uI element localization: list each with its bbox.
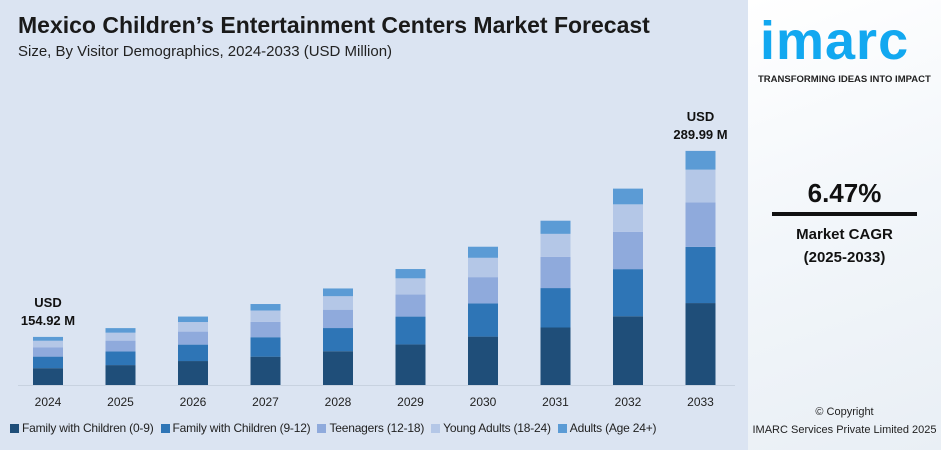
bar-segment	[178, 344, 208, 362]
data-label: 154.92 M	[21, 313, 75, 328]
bar-segment	[613, 231, 643, 270]
bar-segment	[178, 316, 208, 323]
x-tick-label: 2030	[470, 395, 497, 409]
legend-label: Family with Children (9-12)	[172, 421, 311, 435]
x-tick-label: 2024	[35, 395, 62, 409]
x-tick-label: 2033	[687, 395, 714, 409]
bar-segment	[468, 336, 498, 385]
bar-segment	[250, 321, 281, 338]
legend-swatch	[557, 423, 567, 433]
bar-segment	[613, 269, 643, 317]
bar-segment	[323, 288, 353, 297]
bar-segment	[323, 328, 353, 352]
bar-segment	[685, 303, 716, 385]
x-tick-label: 2032	[615, 395, 642, 409]
bar-segment	[250, 356, 281, 385]
bar-segment	[468, 246, 498, 258]
legend-item: Young Adults (18-24)	[431, 421, 551, 435]
legend-label: Young Adults (18-24)	[443, 421, 551, 435]
bar-segment	[468, 257, 498, 278]
legend-item: Teenagers (12-18)	[317, 421, 424, 435]
bar-segment	[178, 361, 208, 385]
bar-chart: 2024 2025 2026 2027 2028 2029 2030 2031 2032 2033…	[18, 109, 735, 409]
legend-label: Family with Children (0-9)	[22, 421, 154, 435]
bar-segment	[685, 202, 716, 247]
bar-segment	[685, 246, 716, 304]
chart-area: Mexico Children’s Entertainment Centers …	[10, 12, 735, 435]
bar-segment	[250, 337, 281, 357]
bar-segment	[395, 278, 426, 295]
bar-segment	[33, 340, 63, 348]
bar-segment	[105, 332, 136, 341]
bar-segment	[685, 150, 716, 170]
bar-segment	[613, 188, 643, 205]
cagr-label: Market CAGR	[796, 226, 893, 243]
cagr-value: 6.47%	[807, 178, 882, 208]
cagr-period: (2025-2033)	[803, 249, 886, 266]
bar-segment	[685, 169, 716, 203]
bar-segment	[33, 356, 63, 369]
bar-segment	[540, 327, 571, 385]
chart-subtitle: Size, By Visitor Demographics, 2024-2033…	[18, 43, 393, 60]
bar-segment	[395, 269, 426, 279]
bar-segment	[105, 340, 136, 352]
x-tick-label: 2029	[397, 395, 424, 409]
bar-segment	[105, 328, 136, 333]
x-tick-label: 2031	[542, 395, 569, 409]
bar-segment	[395, 294, 426, 317]
bar-segment	[395, 316, 426, 345]
legend-item: Adults (Age 24+)	[557, 421, 657, 435]
copyright: © Copyright	[815, 406, 874, 418]
imarc-logo: imarc	[760, 11, 910, 71]
x-tick-label: 2025	[107, 395, 134, 409]
tagline: TRANSFORMING IDEAS INTO IMPACT	[758, 74, 931, 85]
x-tick-label: 2027	[252, 395, 279, 409]
bar-segment	[250, 304, 281, 311]
bar-segment	[323, 351, 353, 385]
bar-segment	[540, 233, 571, 257]
legend-label: Teenagers (12-18)	[329, 421, 425, 435]
legend-item: Family with Children (0-9)	[10, 421, 154, 435]
bar-segment	[540, 288, 571, 328]
legend-item: Family with Children (9-12)	[160, 421, 311, 435]
bar-segment	[613, 204, 643, 232]
bar-segment	[468, 303, 498, 337]
bar-segment	[323, 296, 353, 310]
bar-segment	[33, 368, 63, 385]
bar-segment	[178, 331, 208, 345]
bar-segment	[105, 365, 136, 385]
legend-swatch	[431, 423, 441, 433]
bar-segment	[540, 256, 571, 289]
bar-segment	[250, 310, 281, 322]
legend-swatch	[10, 423, 19, 433]
legend: Family with Children (0-9) Family with Ch…	[10, 421, 657, 435]
bar-segment	[540, 220, 571, 234]
bar-segment	[178, 322, 208, 332]
bar-segment	[468, 277, 498, 304]
legend-swatch	[160, 423, 170, 433]
bar-segment	[395, 344, 426, 385]
data-label: 289.99 M	[673, 127, 727, 142]
bar-segment	[613, 316, 643, 385]
bar-segment	[33, 336, 63, 341]
divider	[772, 212, 917, 216]
x-tick-label: 2028	[325, 395, 352, 409]
bar-segment	[323, 309, 353, 329]
legend-swatch	[317, 423, 327, 433]
side-panel: imarc TRANSFORMING IDEAS INTO IMPACT 6.4…	[748, 0, 941, 450]
legend-label: Adults (Age 24+)	[569, 421, 657, 435]
x-tick-label: 2026	[180, 395, 207, 409]
bar-segment	[33, 347, 63, 357]
data-label: USD	[687, 109, 714, 124]
chart-title: Mexico Children’s Entertainment Centers …	[18, 12, 650, 38]
bar-segment	[105, 351, 136, 366]
copyright-company: IMARC Services Private Limited 2025	[752, 424, 937, 436]
data-label: USD	[34, 295, 61, 310]
